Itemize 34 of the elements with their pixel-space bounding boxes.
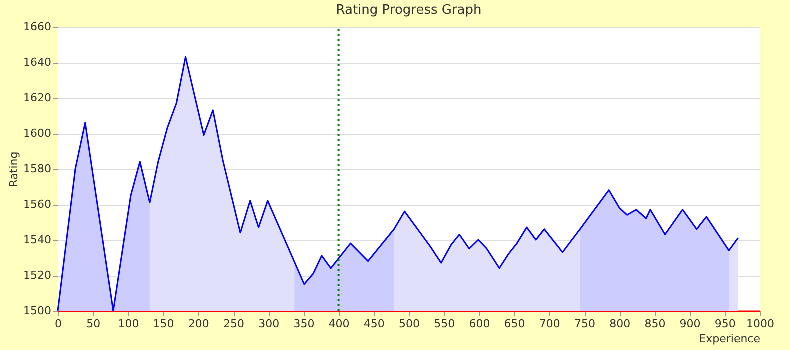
chart-title: Rating Progress Graph [336,3,482,18]
x-tick-label: 400 [328,318,350,330]
y-tick-label: 1580 [24,162,52,176]
x-tick-label: 800 [610,318,631,330]
y-tick-label: 1640 [24,56,52,69]
x-tick-label: 850 [644,318,666,330]
x-tick-label: 150 [153,318,174,330]
x-tick-label: 700 [539,318,560,330]
x-tick-label: 500 [399,318,420,330]
y-tick-label: 1660 [24,20,52,34]
x-axis-title: Experience [699,332,761,346]
y-axis-title: Rating [8,152,21,188]
x-tick-label: 1000 [746,318,774,330]
y-tick-label: 1540 [24,234,52,246]
x-tick-label: 50 [86,318,101,330]
y-tick-label: 1500 [24,304,52,318]
y-tick-label: 1600 [24,127,52,140]
x-tick-label: 650 [504,318,526,330]
x-tick-label: 0 [55,318,62,330]
x-tick-label: 950 [714,318,736,330]
x-tick-label: 900 [680,318,701,330]
x-tick-label: 600 [469,318,490,330]
x-tick-label: 200 [188,318,210,330]
x-tick-label: 350 [294,318,315,330]
x-tick-label: 300 [258,318,280,330]
x-tick-label: 250 [224,318,244,330]
x-tick-label: 550 [434,318,456,330]
x-tick-label: 100 [118,318,140,330]
line-series [57,56,739,312]
x-tick-label: 450 [364,318,385,330]
x-tick-label: 750 [574,318,596,330]
y-tick-label: 1620 [24,92,52,104]
y-tick-label: 1520 [24,269,52,282]
y-tick-label: 1560 [24,198,52,211]
